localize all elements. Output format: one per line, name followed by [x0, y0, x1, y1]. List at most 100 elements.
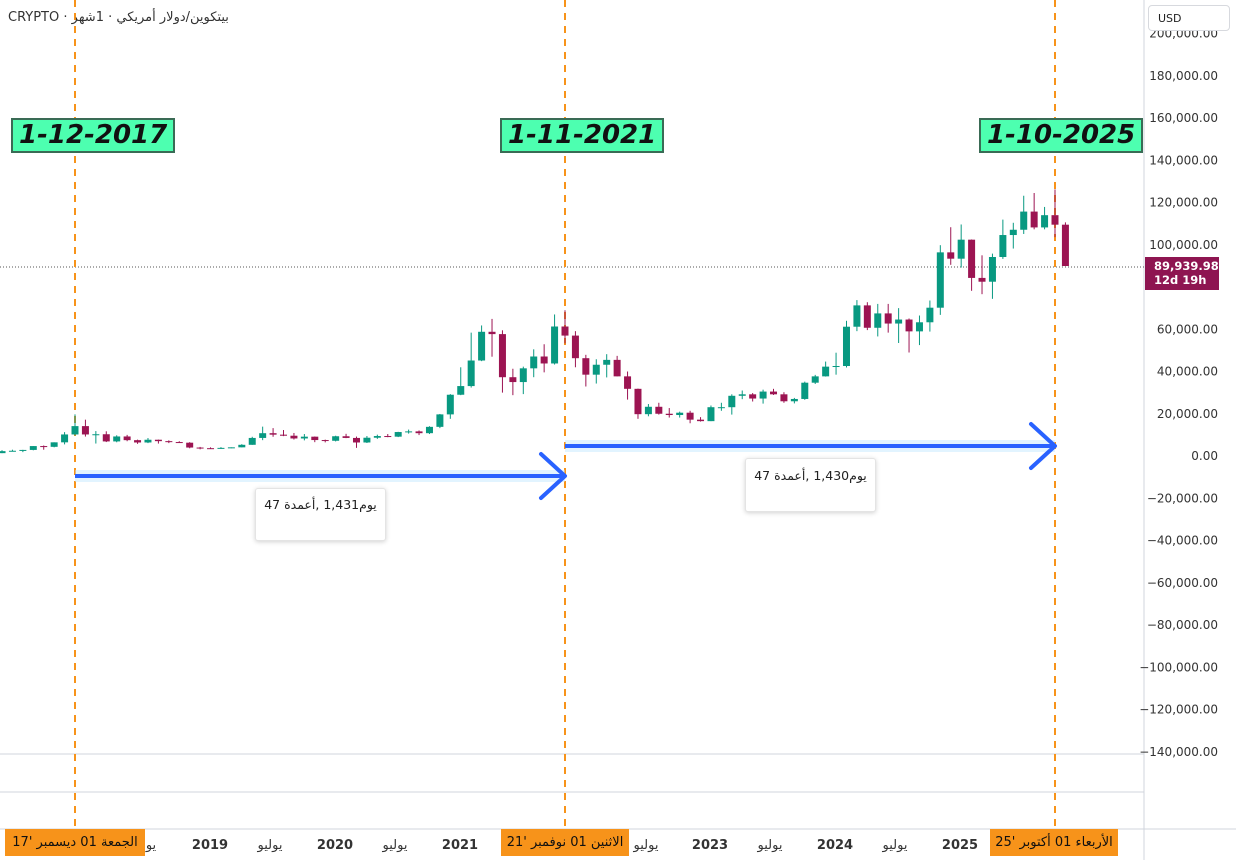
- candle-body: [728, 395, 736, 408]
- candle: [144, 438, 152, 444]
- currency-button[interactable]: USD: [1148, 5, 1230, 31]
- vertical-markers: [74, 0, 1056, 829]
- candle: [1051, 189, 1059, 238]
- candle-body: [1061, 224, 1069, 267]
- candle: [92, 431, 100, 444]
- time-axis-highlight-2021: الاثنين 01 نوفمبر '21: [501, 829, 629, 856]
- candle-body: [457, 386, 465, 395]
- candle: [780, 392, 788, 403]
- candle: [697, 417, 705, 422]
- candle-body: [352, 437, 360, 443]
- candle: [415, 430, 423, 436]
- time-axis-label: 2025: [942, 838, 978, 853]
- candle-body: [644, 406, 652, 415]
- candle-body: [238, 444, 246, 448]
- candle: [968, 239, 976, 291]
- date-label-2021[interactable]: 1-11-2021: [500, 118, 665, 153]
- candle-body: [144, 439, 152, 443]
- candle-body: [509, 377, 517, 383]
- candle-body: [196, 447, 204, 449]
- last-price-value: 89,939.98: [1154, 259, 1219, 273]
- time-axis-highlight-2025: الأربعاء 01 أكتوبر '25: [990, 829, 1118, 856]
- last-price-tag: 89,939.98 12d 19h: [1145, 257, 1219, 290]
- time-axis-label: يوليو: [257, 838, 283, 853]
- candle: [749, 393, 757, 402]
- candle: [81, 419, 89, 437]
- candle-body: [332, 436, 340, 441]
- candle: [113, 435, 121, 443]
- date-label-2017[interactable]: 1-12-2017: [11, 118, 176, 153]
- candle-body: [1009, 229, 1017, 236]
- time-axis-label: يوليو: [757, 838, 783, 853]
- candle-body: [665, 413, 673, 416]
- candle: [321, 439, 329, 443]
- candle: [988, 253, 996, 299]
- candle: [269, 428, 277, 437]
- candle: [655, 402, 663, 415]
- candle: [728, 394, 736, 415]
- candle: [478, 325, 486, 362]
- price-axis: 200,000.00180,000.00160,000.00140,000.00…: [1139, 27, 1218, 759]
- candle-body: [519, 368, 527, 383]
- time-axis-label: يو: [145, 838, 157, 853]
- candle: [686, 410, 694, 424]
- candle-body: [770, 391, 778, 395]
- candle: [394, 431, 402, 438]
- measure-arrow: [565, 422, 1057, 470]
- candle: [227, 447, 235, 449]
- candle: [207, 447, 215, 450]
- candle-body: [154, 439, 162, 442]
- candle-body: [853, 305, 861, 327]
- candle: [811, 374, 819, 384]
- candle: [280, 430, 288, 437]
- candle-body: [759, 391, 767, 399]
- price-axis-label: −60,000.00: [1147, 576, 1218, 590]
- price-axis-label: 180,000.00: [1149, 69, 1218, 83]
- candle: [217, 447, 225, 449]
- candle: [884, 303, 892, 333]
- candle-body: [530, 356, 538, 369]
- candle-body: [311, 436, 319, 441]
- candle-body: [936, 252, 944, 308]
- candle-body: [884, 313, 892, 324]
- candle: [405, 429, 413, 434]
- candle: [259, 426, 267, 441]
- candle-body: [801, 382, 809, 399]
- candle: [665, 408, 673, 418]
- price-axis-label: −140,000.00: [1139, 745, 1218, 759]
- candle-body: [165, 441, 173, 443]
- symbol-header[interactable]: CRYPTO · بيتكوين/دولار أمريكي · 1شهر: [8, 10, 229, 25]
- candle-body: [363, 437, 371, 443]
- candle: [905, 318, 913, 353]
- candle-body: [603, 359, 611, 365]
- candle: [290, 432, 298, 440]
- date-label-2025[interactable]: 1-10-2025: [979, 118, 1144, 153]
- candle: [707, 405, 715, 422]
- price-axis-label: 100,000.00: [1149, 238, 1218, 252]
- candle-body: [290, 435, 298, 439]
- measure-info-2: يوم1,430 ,أعمدة 47: [745, 458, 876, 512]
- measure-info-1: يوم1,431 ,أعمدة 47: [255, 488, 386, 541]
- candle: [1009, 222, 1017, 249]
- price-axis-label: 60,000.00: [1157, 322, 1218, 336]
- candle: [1020, 195, 1028, 234]
- candle: [384, 434, 392, 438]
- candle: [717, 402, 725, 411]
- measure-info-2-text: يوم1,430 ,أعمدة 47: [754, 468, 867, 483]
- candle-body: [478, 331, 486, 361]
- candles: [0, 189, 1069, 454]
- candle: [822, 361, 830, 377]
- candle: [50, 442, 58, 448]
- candle-body: [0, 451, 6, 454]
- candle-body: [551, 326, 559, 364]
- price-axis-label: 140,000.00: [1149, 153, 1218, 167]
- time-axis-label: 2023: [692, 838, 728, 853]
- candle: [1061, 222, 1069, 267]
- candle: [425, 426, 433, 435]
- candle-body: [738, 394, 746, 396]
- candle: [352, 436, 360, 448]
- price-axis-label: −20,000.00: [1147, 491, 1218, 505]
- candle-body: [905, 319, 913, 332]
- candle: [342, 433, 350, 439]
